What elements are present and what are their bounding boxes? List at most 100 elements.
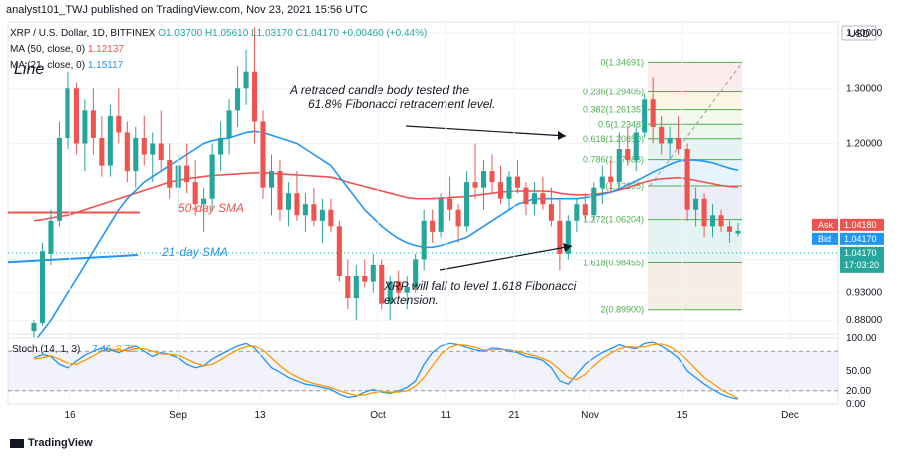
candle-body xyxy=(345,276,351,299)
time-tick-label: 11 xyxy=(441,410,452,421)
fib-zone xyxy=(648,91,742,110)
time-tick-label: 21 xyxy=(508,410,520,421)
fib-zone xyxy=(648,62,742,92)
candle-body xyxy=(616,149,622,183)
stoch-label: Stoch (14, 1, 3) xyxy=(12,344,80,355)
candle-body xyxy=(277,171,283,210)
candle-body xyxy=(31,322,37,332)
annotation-fall-2: extension. xyxy=(384,293,439,307)
candle-body xyxy=(540,193,546,205)
candle-body xyxy=(710,215,716,227)
price-tick-label: 1.40000 xyxy=(846,28,883,39)
candle-body xyxy=(107,115,113,166)
candle-body xyxy=(302,204,308,216)
symbol-name[interactable]: XRP / U.S. Dollar, 1D, BITFINEX xyxy=(10,28,156,39)
candle-body xyxy=(684,149,690,210)
ma50-label[interactable]: MA (50, close, 0) xyxy=(10,44,86,55)
ma21-line xyxy=(33,130,739,343)
price-tick-label: 0.93000 xyxy=(846,288,883,299)
candle-body xyxy=(726,226,733,232)
stoch-tick-label: 100.00 xyxy=(846,333,877,344)
stoch-band-fill xyxy=(8,351,838,391)
candle-body xyxy=(192,182,198,205)
candle-body xyxy=(404,287,410,293)
ma21-value: 1.15117 xyxy=(87,60,124,71)
tradingview-logo-icon xyxy=(10,438,24,448)
ask-tag-bg xyxy=(812,218,838,231)
annotation-fall-1: XRP will fall to level 1.618 Fibonacci xyxy=(383,279,577,293)
annotation-retraced-2: 61.8% Fibonacci retracement level. xyxy=(308,97,495,111)
ma21-label[interactable]: MA (21, close, 0) xyxy=(10,60,86,71)
candle-body xyxy=(82,110,88,144)
last-price-value: 1.04170 xyxy=(844,248,877,258)
annotation-sma50: 50-day SMA xyxy=(178,201,244,215)
candle-body xyxy=(209,154,215,199)
stoch-tick-label: 0.00 xyxy=(846,399,866,410)
candle-body xyxy=(701,198,707,227)
fib-zone xyxy=(648,159,742,187)
candles xyxy=(31,27,741,340)
candle-body xyxy=(311,204,317,221)
candle-body xyxy=(268,171,275,188)
candle-body xyxy=(379,264,385,304)
candle-body xyxy=(421,220,427,260)
candle-body xyxy=(455,209,461,227)
stoch-d-value: 8.71 xyxy=(116,344,136,355)
time-tick-label: Nov xyxy=(581,410,599,421)
candle-body xyxy=(319,209,325,221)
candle-body xyxy=(387,281,393,304)
candle-body xyxy=(116,115,122,133)
fib-level-label: 0.5(1.2348) xyxy=(598,119,644,129)
fib-zone xyxy=(648,124,742,139)
candle-body xyxy=(642,99,648,133)
ask-label: Ask xyxy=(818,220,834,230)
candle-body xyxy=(48,220,54,254)
candle-body xyxy=(201,198,207,205)
stoch-k-value: 7.46 xyxy=(92,344,112,355)
candle-body xyxy=(430,220,436,232)
candle-body xyxy=(480,171,487,188)
chart-legend: XRP / U.S. Dollar, 1D, BITFINEX O1.03700… xyxy=(10,26,427,74)
fibonacci-tool[interactable]: 0(1.34691) 0.236(1.29405) 0.382(1.26135) 0.… xyxy=(583,57,743,315)
ma21-stub-line xyxy=(7,254,139,264)
candle-body xyxy=(531,193,537,205)
fib-level-label: 0.618(1.20850) xyxy=(583,134,644,144)
candle-body xyxy=(362,276,368,282)
fib-level-label: 1.272(1.06204) xyxy=(583,215,644,225)
candle-body xyxy=(141,137,147,155)
fib-zone xyxy=(648,109,742,125)
fib-level-label: 1(1.12295) xyxy=(600,181,644,191)
candle-body xyxy=(226,110,232,138)
candle-body xyxy=(99,137,105,166)
stoch-k-line xyxy=(33,341,739,400)
candle-body xyxy=(557,220,563,254)
price-axis[interactable]: USD1.400001.300001.200000.990000.930000.… xyxy=(812,25,884,326)
candle-body xyxy=(370,264,376,282)
footer-brand[interactable]: TradingView xyxy=(10,437,93,449)
fib-zone xyxy=(648,262,742,310)
annotation-sma21: 21-day SMA xyxy=(161,245,228,259)
candle-body xyxy=(124,132,130,172)
arrow-fall-head xyxy=(563,243,572,252)
main-pane-frame xyxy=(7,21,839,335)
candle-body xyxy=(336,226,342,277)
legend-ma21: MA (21, close, 0) 1.15117 xyxy=(10,58,427,74)
candle-body xyxy=(489,171,495,183)
arrow-fall-line xyxy=(439,245,573,271)
candle-body xyxy=(218,137,224,155)
arrow-retraced-line xyxy=(405,125,567,137)
time-tick-label: 15 xyxy=(676,410,688,421)
time-axis[interactable]: 16 Sep 13 Oct 11 21 Nov 15 Dec xyxy=(64,22,799,421)
time-tick-label: Sep xyxy=(169,410,187,421)
time-tick-label: 13 xyxy=(254,410,266,421)
candle-body xyxy=(523,187,529,205)
candle-body xyxy=(574,204,580,221)
candle-body xyxy=(735,230,741,234)
price-tick-label: 1.30000 xyxy=(846,83,883,94)
candle-body xyxy=(285,193,292,210)
time-tick-label: Oct xyxy=(370,410,386,421)
candle-body xyxy=(133,137,139,172)
candle-body xyxy=(514,176,521,188)
ohlc-values: O1.03700 H1.05610 L1.03170 C1.04170 +0.0… xyxy=(158,28,428,39)
